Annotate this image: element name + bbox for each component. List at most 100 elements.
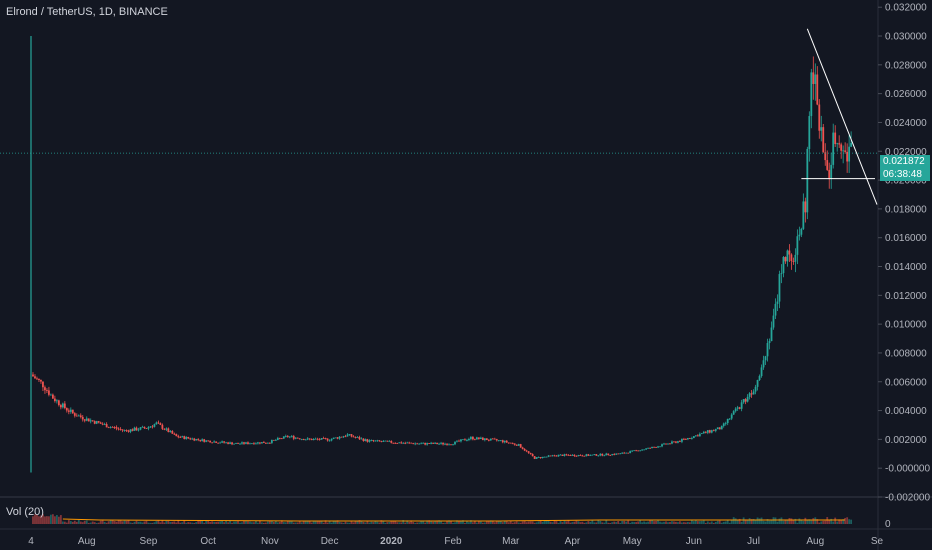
candle-body: [390, 441, 393, 443]
candle-body: [183, 436, 186, 439]
volume-bar: [772, 517, 775, 524]
volume-bar: [157, 520, 160, 524]
candle-body: [840, 144, 843, 151]
candle-body: [786, 250, 789, 262]
volume-bar: [101, 520, 104, 524]
candle-body: [718, 427, 721, 430]
candle-body: [462, 439, 464, 441]
volume-bar: [149, 522, 152, 524]
volume-bar: [374, 520, 377, 524]
candle-body: [199, 439, 202, 441]
volume-bar: [177, 520, 180, 524]
candle-body: [758, 376, 761, 381]
volume-bar: [466, 520, 468, 524]
volume-bar: [354, 520, 357, 524]
candle-body: [249, 443, 251, 445]
candle-body: [268, 442, 271, 444]
volume-bar: [563, 520, 566, 524]
volume-bar: [262, 522, 265, 524]
candle-body: [428, 443, 431, 444]
volume-bar: [67, 520, 70, 524]
volume-bar: [790, 518, 793, 524]
candle-body: [796, 236, 799, 255]
volume-bar: [770, 520, 773, 524]
volume-bar: [183, 520, 186, 524]
volume-bar: [366, 520, 369, 524]
volume-bar: [362, 521, 365, 524]
candle-body: [376, 440, 379, 442]
candle-body: [374, 440, 377, 442]
volume-bar: [623, 520, 626, 524]
candle-body: [179, 437, 182, 438]
candle-body: [83, 419, 86, 421]
volume-bar: [302, 521, 305, 524]
volume-bar: [406, 520, 409, 524]
volume-bar: [276, 522, 279, 524]
candle-body: [312, 438, 315, 441]
candle-body: [396, 443, 399, 444]
candle-body: [683, 438, 685, 440]
candle-body: [38, 378, 40, 380]
y-tick-label: 0.018000: [885, 204, 927, 215]
volume-bar: [806, 520, 809, 524]
candle-body: [97, 421, 100, 423]
volume-bar: [151, 522, 154, 524]
volume-bar: [219, 521, 222, 524]
volume-bar: [497, 521, 500, 524]
candle-body: [117, 428, 120, 430]
volume-bar: [529, 521, 532, 524]
volume-bar: [223, 522, 225, 524]
volume-bar: [412, 522, 415, 524]
volume-bar: [603, 522, 606, 524]
candle-body: [197, 439, 200, 440]
volume-bar: [681, 522, 683, 524]
candle-body: [625, 452, 628, 454]
candle-body: [830, 164, 833, 179]
candle-body: [412, 443, 415, 445]
volume-bar: [698, 521, 701, 524]
candle-body: [32, 374, 34, 377]
volume-bar: [485, 520, 488, 524]
y-tick-label: 0.014000: [885, 262, 927, 273]
volume-bar: [653, 521, 655, 524]
volume-bar: [645, 522, 647, 524]
volume-bar: [846, 517, 849, 524]
volume-bar: [625, 521, 628, 524]
candle-body: [671, 441, 673, 444]
candle-body: [702, 431, 705, 434]
candle-body: [392, 442, 395, 444]
candle-body: [621, 452, 624, 454]
candle-body: [824, 152, 827, 161]
candle-body: [481, 437, 484, 441]
volume-ma-line: [62, 518, 845, 522]
volume-bar: [175, 522, 178, 524]
volume-bar: [410, 520, 413, 524]
candle-body: [360, 438, 363, 440]
volume-bar: [207, 520, 210, 524]
volume-bar: [117, 520, 120, 524]
volume-bar: [559, 521, 562, 524]
candle-body: [834, 132, 837, 145]
candle-body: [523, 448, 526, 451]
volume-bar: [95, 522, 98, 524]
volume-bar: [545, 520, 548, 524]
candle-body: [57, 400, 60, 406]
y-tick-label: 0.030000: [885, 32, 927, 43]
candle-body: [219, 442, 222, 444]
candle-body: [354, 436, 357, 438]
candle-body: [69, 409, 72, 412]
x-tick-label: Dec: [321, 536, 339, 547]
volume-bar: [203, 522, 206, 524]
volume-bar: [280, 520, 283, 524]
candle-body: [778, 274, 781, 302]
volume-bar: [61, 521, 64, 524]
candle-body: [846, 151, 849, 162]
volume-bar: [481, 522, 484, 524]
volume-bar: [730, 520, 733, 524]
x-tick-label: Feb: [444, 536, 462, 547]
volume-bar: [89, 522, 92, 524]
volume-bar: [493, 522, 496, 524]
candle-body: [48, 390, 50, 395]
candle-body: [336, 437, 339, 439]
